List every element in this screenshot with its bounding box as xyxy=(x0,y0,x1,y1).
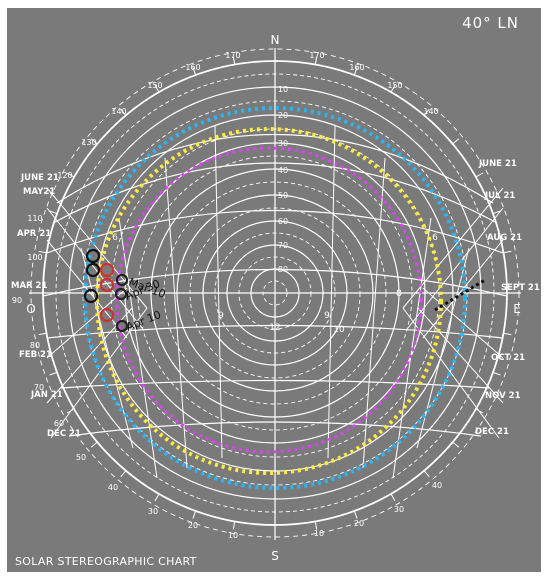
svg-text:50: 50 xyxy=(278,191,288,200)
marker-dark-3 xyxy=(83,288,99,304)
month-left-june: JUNE 21 xyxy=(20,173,59,183)
month-right-sept: SEPT 21 xyxy=(501,283,540,293)
marker-dark-2 xyxy=(85,262,101,278)
month-left-apr: APR 21 xyxy=(17,229,51,239)
az-130: 130 xyxy=(81,138,96,147)
az-10: 10 xyxy=(228,531,238,540)
az-70: 70 xyxy=(34,383,44,392)
az-r-40: 40 xyxy=(432,481,442,490)
az-r-30: 30 xyxy=(394,505,404,514)
svg-text:6: 6 xyxy=(432,233,438,243)
az-140: 140 xyxy=(111,107,126,116)
az-110: 110 xyxy=(27,214,42,223)
month-right-aug: AUG 21 xyxy=(487,233,522,243)
hour-labels: 6 6 8 9 9 10 12 xyxy=(112,233,438,335)
south-label: S xyxy=(271,549,279,563)
chart-panel: N S E O 170 160 150 140 130 120 110 100 … xyxy=(7,8,541,572)
marker-red-2 xyxy=(99,277,115,293)
hour-lines xyxy=(80,118,470,479)
latitude-label: 40° LN xyxy=(462,14,519,32)
right-month-labels: JUNE 21 JUL 21 AUG 21 SEPT 21 OCT 21 NOV… xyxy=(475,159,540,437)
marker-circles xyxy=(83,248,129,333)
az-r-10: 10 xyxy=(314,529,324,538)
az-80: 80 xyxy=(30,341,40,350)
month-left-may: MAY21 xyxy=(23,187,55,197)
marker-dark-1 xyxy=(85,248,101,264)
marker-mar10 xyxy=(115,273,129,287)
chart-footer-label: SOLAR STEREOGRAPHIC CHART xyxy=(15,555,197,568)
svg-text:80: 80 xyxy=(278,265,288,274)
az-100: 100 xyxy=(27,253,42,262)
marker-labels: Mar 10 Apr 30 Apr 10 xyxy=(123,276,167,334)
west-label: O xyxy=(26,302,35,316)
marker-red-1 xyxy=(99,262,115,278)
left-month-labels: JUNE 21 MAY21 APR 21 MAR 21 FEB 21 JAN 2… xyxy=(11,173,81,439)
marker-apr10 xyxy=(115,319,129,333)
altitude-labels: 10 20 30 40 50 60 70 80 xyxy=(278,85,288,274)
svg-text:30: 30 xyxy=(278,139,288,148)
marker-red-3 xyxy=(99,307,115,323)
az-50: 50 xyxy=(76,453,86,462)
month-left-dec: DEC 21 xyxy=(47,429,81,439)
az-150: 150 xyxy=(147,81,162,90)
month-right-jul: JUL 21 xyxy=(484,191,515,201)
svg-text:70: 70 xyxy=(278,241,288,250)
az-170: 170 xyxy=(225,51,240,60)
svg-text:9: 9 xyxy=(324,311,330,321)
marker-apr30 xyxy=(114,287,128,301)
az-20: 20 xyxy=(188,521,198,530)
month-right-dec: DEC 21 xyxy=(475,427,509,437)
stereographic-chart: N S E O 170 160 150 140 130 120 110 100 … xyxy=(11,33,540,563)
magenta-ring xyxy=(115,146,423,454)
az-40: 40 xyxy=(108,483,118,492)
az-r-20: 20 xyxy=(354,519,364,528)
az-60: 60 xyxy=(54,419,64,428)
az-160: 160 xyxy=(185,63,200,72)
month-left-feb: FEB 21 xyxy=(19,350,52,360)
az-r-160: 160 xyxy=(349,63,364,72)
svg-text:8: 8 xyxy=(396,289,402,299)
month-left-jan: JAN 21 xyxy=(30,390,63,400)
az-r-150: 150 xyxy=(387,81,402,90)
az-r-170: 170 xyxy=(309,51,324,60)
shading-lines xyxy=(434,278,486,312)
az-30: 30 xyxy=(148,507,158,516)
month-right-june: JUNE 21 xyxy=(478,159,517,169)
svg-text:10: 10 xyxy=(278,85,288,94)
svg-text:40: 40 xyxy=(278,166,288,175)
month-right-oct: OCT 21 xyxy=(491,353,525,363)
north-label: N xyxy=(271,33,280,47)
month-left-mar: MAR 21 xyxy=(11,281,47,291)
yellow-ring xyxy=(95,127,443,475)
east-label: E xyxy=(513,302,521,316)
azimuth-labels: 170 160 150 140 130 120 110 100 90 80 70… xyxy=(12,51,442,540)
az-120: 120 xyxy=(57,171,72,180)
svg-text:9: 9 xyxy=(218,311,224,321)
az-90: 90 xyxy=(12,296,22,305)
svg-text:20: 20 xyxy=(278,111,288,120)
svg-text:12: 12 xyxy=(269,323,280,333)
az-r-140: 140 xyxy=(423,107,438,116)
svg-text:10: 10 xyxy=(333,325,345,335)
month-right-nov: NOV 21 xyxy=(485,391,521,401)
svg-text:6: 6 xyxy=(112,233,118,243)
svg-text:60: 60 xyxy=(278,217,288,226)
